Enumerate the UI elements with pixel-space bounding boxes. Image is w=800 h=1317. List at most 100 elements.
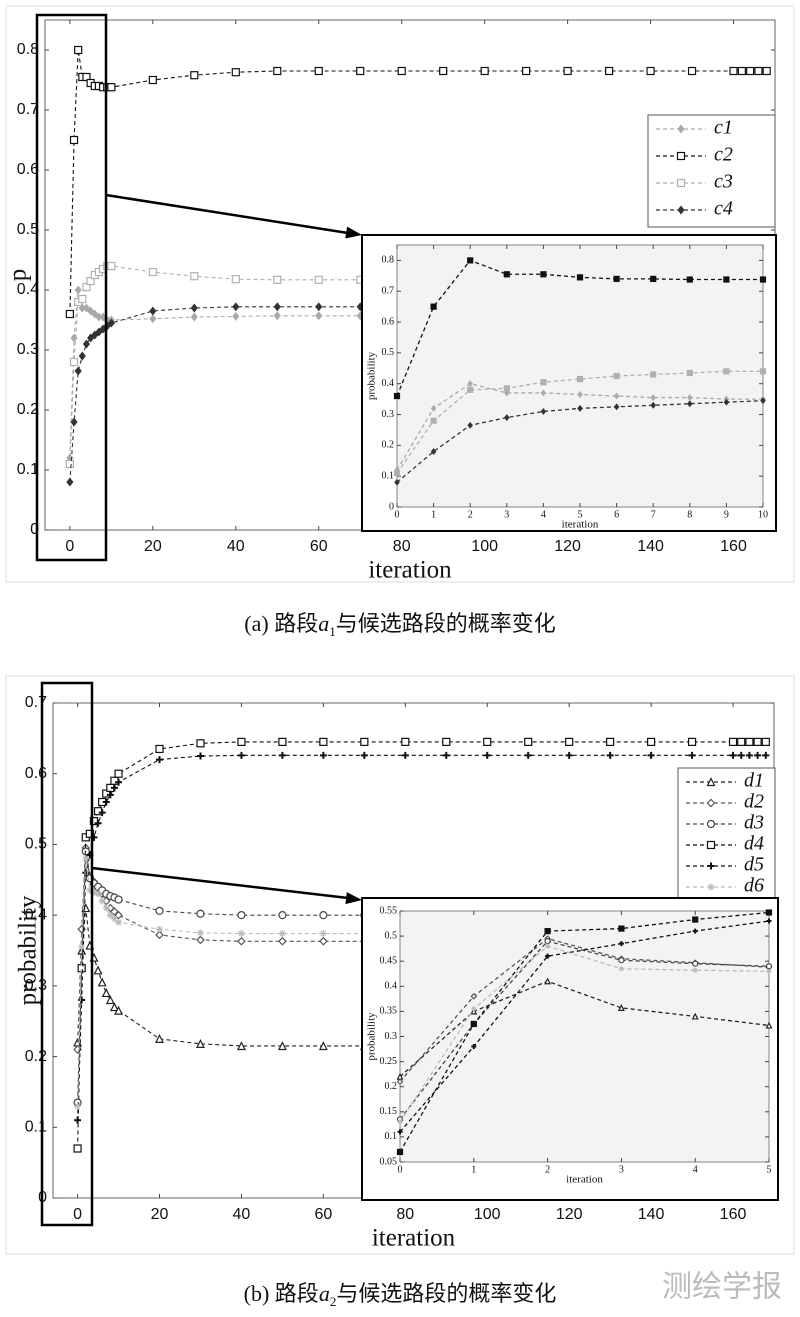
marker [430,417,437,424]
marker [114,1005,124,1015]
marker [737,737,746,746]
y-tick-label: 0.1 [385,1131,398,1142]
marker [82,303,91,313]
series-line [399,911,770,1153]
marker [745,751,753,759]
caption-part: 1 [329,624,336,639]
marker [109,1002,119,1012]
marker [155,744,164,754]
marker [723,276,730,283]
marker [503,385,510,392]
highlight-box [35,13,108,562]
x-tick-label: 80 [396,1206,414,1223]
x-tick-label: 160 [720,1206,747,1223]
marker [504,414,510,422]
marker [686,369,693,377]
legend-label: c1 [714,117,733,139]
marker [688,751,696,759]
x-tick-label: 3 [619,1164,624,1175]
y-tick-label: 0.55 [380,905,398,916]
marker [650,394,656,402]
marker [190,312,198,322]
arrow [105,193,349,235]
marker [278,737,287,746]
y-tick-label: 0.1 [25,1119,47,1136]
marker [677,124,685,134]
x-tick-label: 60 [314,1206,332,1223]
marker [565,737,574,746]
marker [650,371,657,378]
series-line [396,370,763,474]
marker [90,889,98,897]
marker [278,930,286,938]
marker [74,366,82,376]
marker [470,992,478,1000]
y-tick-label: 0.1 [17,461,39,478]
series-line [399,937,770,1083]
marker [149,306,157,316]
marker [563,66,572,76]
x-tick-label: 4 [541,509,546,520]
marker [397,1119,403,1125]
caption-part: (a) 路段 [244,611,318,636]
marker [706,798,716,808]
y-tick-label: 0.25 [380,1056,398,1067]
marker [467,386,474,393]
y-tick-label: 0.35 [380,1006,398,1017]
legend-label: c4 [714,198,733,220]
marker [98,809,106,817]
marker [273,311,281,321]
marker [107,261,116,271]
marker [524,737,533,746]
marker [319,911,328,920]
marker [78,943,86,951]
x-tick-label: 140 [638,1206,665,1223]
caption-part: a [319,1281,330,1306]
marker [470,1007,478,1015]
marker [686,276,693,283]
marker [74,285,82,295]
x-tick-label: 0 [73,1206,82,1223]
series-line [399,940,770,1120]
marker [613,275,620,283]
x-tick-label: 9 [724,509,729,520]
marker [618,957,625,964]
x-axis-label: iteration [368,557,452,584]
marker [442,751,450,759]
marker [107,318,115,328]
marker [102,798,110,806]
marker [729,66,738,76]
marker [110,784,118,792]
marker [540,271,547,278]
marker [237,911,246,920]
marker [687,66,697,76]
legend-label: c2 [714,144,733,166]
legend-label: c3 [714,171,733,193]
marker [91,309,99,319]
marker [110,915,118,923]
marker [114,910,123,920]
arrow-head [345,226,362,239]
marker [149,314,157,324]
marker [78,996,86,1004]
marker [545,943,551,949]
marker [190,303,198,313]
marker [613,392,620,400]
marker [729,751,737,759]
x-tick-label: 20 [151,1206,169,1223]
marker [273,302,281,312]
y-tick-label: 0.4 [382,378,395,389]
y-tick-label: 0.15 [380,1106,398,1117]
marker [442,737,451,746]
marker [107,83,116,92]
marker [396,1078,404,1086]
marker [232,302,240,312]
marker [393,469,401,477]
marker [737,66,746,76]
marker [577,391,583,398]
marker [676,178,686,188]
marker [237,751,245,759]
marker [618,941,624,947]
legend-box [677,767,776,899]
y-tick-label: 0.2 [17,401,39,418]
